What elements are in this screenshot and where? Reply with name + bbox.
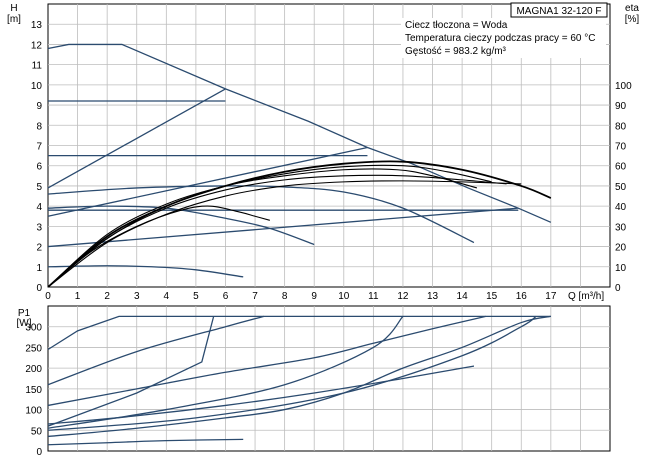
eta-axis-unit: [%] xyxy=(625,14,640,25)
eta-tick-label: 90 xyxy=(615,101,627,112)
h-tick-label: 0 xyxy=(36,283,42,294)
head-curve-proportional-pressure xyxy=(47,88,226,189)
eta-tick-label: 100 xyxy=(615,81,632,92)
info-line-temperature: Temperatura cieczy podczas pracy = 60 °C xyxy=(405,33,595,44)
x-tick-label: 8 xyxy=(282,291,288,302)
efficiency-curve xyxy=(47,180,522,288)
h-tick-label: 3 xyxy=(36,222,42,233)
h-tick-label: 4 xyxy=(36,202,42,213)
x-tick-label: 10 xyxy=(338,291,350,302)
p1-tick-label: 300 xyxy=(25,323,42,334)
x-tick-label: 7 xyxy=(252,291,258,302)
h-tick-label: 8 xyxy=(36,121,42,132)
h-tick-label: 6 xyxy=(36,162,42,173)
top-curves xyxy=(47,43,552,278)
bottom-curves xyxy=(47,315,551,446)
power-curve-proportional-3 xyxy=(47,315,404,429)
head-curve-min-curve xyxy=(47,265,244,278)
eta-tick-label: 40 xyxy=(615,202,627,213)
p1-tick-label: 250 xyxy=(25,343,42,354)
bottom-grid xyxy=(47,305,611,452)
efficiency-curve xyxy=(47,164,492,288)
tick-labels: 0 1 2 3 4 5 6 7 8 9 10 11 12 13 14 15 16 1701234567891011… xyxy=(25,20,632,458)
efficiency-curve xyxy=(47,174,507,288)
eta-tick-label: 10 xyxy=(615,263,627,274)
h-tick-label: 5 xyxy=(36,182,42,193)
h-axis-title: H xyxy=(10,3,17,14)
x-tick-label: 6 xyxy=(223,291,229,302)
h-tick-label: 13 xyxy=(31,20,43,31)
efficiency-curve xyxy=(47,160,552,288)
p1-tick-label: 150 xyxy=(25,385,42,396)
eta-tick-label: 70 xyxy=(615,142,627,153)
h-tick-label: 12 xyxy=(31,40,43,51)
x-tick-label: 2 xyxy=(104,291,110,302)
eta-tick-label: 60 xyxy=(615,162,627,173)
head-curve-proportional-pressure-3 xyxy=(47,207,519,248)
eta-tick-label: 80 xyxy=(615,121,627,132)
h-axis-unit: [m] xyxy=(7,14,21,25)
x-tick-label: 13 xyxy=(427,291,439,302)
x-tick-label: 11 xyxy=(368,291,379,302)
head-curve-max-curve xyxy=(47,43,552,223)
model-label: MAGNA1 32-120 F xyxy=(516,6,601,17)
x-tick-label: 15 xyxy=(486,291,498,302)
eta-tick-label: 50 xyxy=(615,182,627,193)
x-tick-label: 16 xyxy=(516,291,528,302)
info-line-density: Gęstość = 983.2 kg/m³ xyxy=(405,46,507,57)
power-curve-min-curve xyxy=(47,438,244,446)
x-tick-label: 17 xyxy=(545,291,557,302)
p1-tick-label: 0 xyxy=(36,447,42,458)
h-tick-label: 11 xyxy=(32,61,43,72)
h-tick-label: 2 xyxy=(36,243,42,254)
p1-axis-title: P1 xyxy=(18,308,31,319)
p1-tick-label: 50 xyxy=(31,426,43,437)
power-curve-proportional-4 xyxy=(47,315,537,431)
eta-tick-label: 20 xyxy=(615,243,627,254)
eta-tick-label: 0 xyxy=(615,283,621,294)
efficiency-curve xyxy=(47,205,270,288)
head-curve-constant-curve-2 xyxy=(47,205,315,246)
x-tick-label: 4 xyxy=(164,291,170,302)
power-curve-constant-2 xyxy=(47,365,475,425)
eta-tick-label: 30 xyxy=(615,222,627,233)
power-curve-proportional-2 xyxy=(47,316,215,427)
power-curve-constant-1 xyxy=(47,315,486,407)
info-line-fluid: Ciecz tłoczona = Woda xyxy=(405,20,508,31)
x-tick-label: 12 xyxy=(397,291,409,302)
eta-axis-title: eta xyxy=(625,3,639,14)
x-tick-label: 3 xyxy=(134,291,140,302)
p1-tick-label: 100 xyxy=(25,406,42,417)
model-label-box xyxy=(510,2,608,18)
efficiency-curves xyxy=(47,160,552,288)
x-tick-label: 1 xyxy=(75,291,81,302)
p1-tick-label: 200 xyxy=(25,364,42,375)
info-background xyxy=(401,18,606,58)
h-tick-label: 1 xyxy=(36,263,42,274)
x-tick-label: 5 xyxy=(193,291,199,302)
h-tick-label: 7 xyxy=(36,142,42,153)
power-curve-proportional-1 xyxy=(47,315,265,386)
q-axis-title: Q [m³/h] xyxy=(568,291,604,302)
x-tick-label: 0 xyxy=(45,291,51,302)
power-curve-constant-3 xyxy=(47,315,551,438)
x-tick-label: 14 xyxy=(457,291,469,302)
power-curve-max-curve xyxy=(47,315,551,351)
h-tick-label: 10 xyxy=(31,81,43,92)
bottom-plot-frame xyxy=(47,305,611,452)
p1-axis-unit: [W] xyxy=(17,318,32,329)
x-tick-label: 9 xyxy=(311,291,317,302)
h-tick-label: 9 xyxy=(36,101,42,112)
head-curve-proportional-pressure-2 xyxy=(47,146,368,217)
